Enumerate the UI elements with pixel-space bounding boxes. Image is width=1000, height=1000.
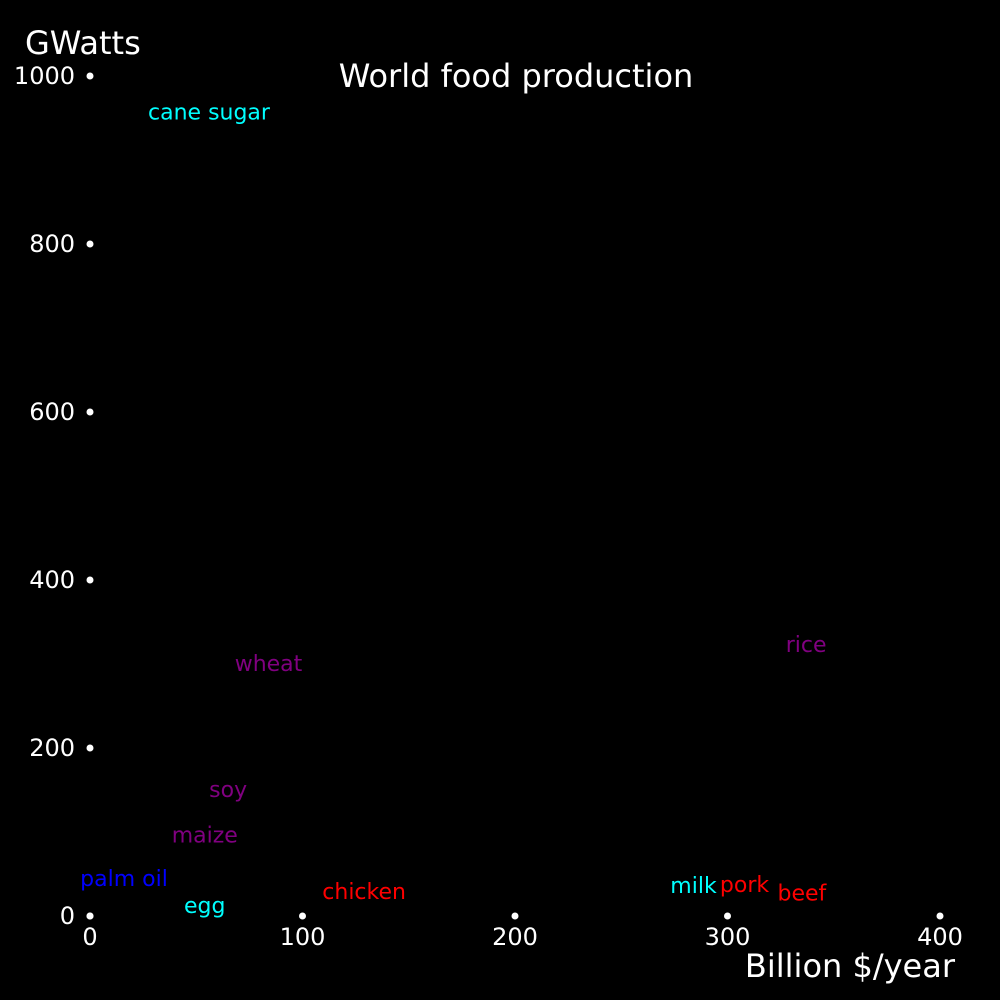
x-tick-label: 100 <box>280 923 326 951</box>
y-tick-label: 200 <box>29 734 75 762</box>
y-tick-label: 0 <box>60 902 75 930</box>
data-point-label: cane sugar <box>148 100 271 125</box>
y-tick-label: 800 <box>29 230 75 258</box>
y-tick-mark <box>86 576 94 584</box>
x-tick-label: 300 <box>705 923 751 951</box>
y-axis-label: GWatts <box>25 24 141 62</box>
data-point-label: beef <box>777 881 827 906</box>
x-tick-label: 0 <box>82 923 97 951</box>
data-point-label: chicken <box>322 880 406 905</box>
y-tick-label: 1000 <box>14 62 75 90</box>
y-tick-mark <box>86 744 94 752</box>
data-point-label: maize <box>172 824 238 849</box>
data-point-label: egg <box>184 894 225 919</box>
data-point-label: rice <box>786 633 827 658</box>
chart-title: World food production <box>339 57 694 95</box>
x-tick-mark <box>724 912 731 920</box>
data-point-label: milk <box>670 874 717 899</box>
y-tick-mark <box>86 72 94 80</box>
y-tick-mark <box>86 240 94 248</box>
y-tick-label: 600 <box>29 398 75 426</box>
y-tick-label: 400 <box>29 566 75 594</box>
y-tick-mark <box>86 912 94 920</box>
x-tick-mark <box>511 912 519 920</box>
y-axis: 0 200 400 600 800 1000 <box>14 62 94 930</box>
data-point-label: soy <box>209 778 247 803</box>
x-axis: 0 100 200 300 400 <box>82 912 963 951</box>
x-tick-label: 400 <box>917 923 963 951</box>
x-tick-mark <box>299 912 306 920</box>
data-point-label: wheat <box>235 652 303 677</box>
data-point-label: pork <box>720 873 769 898</box>
y-tick-mark <box>86 408 94 416</box>
data-point-label: palm oil <box>80 867 168 892</box>
x-axis-label: Billion $/year <box>745 947 956 985</box>
x-tick-mark <box>936 912 944 920</box>
x-tick-label: 200 <box>492 923 538 951</box>
